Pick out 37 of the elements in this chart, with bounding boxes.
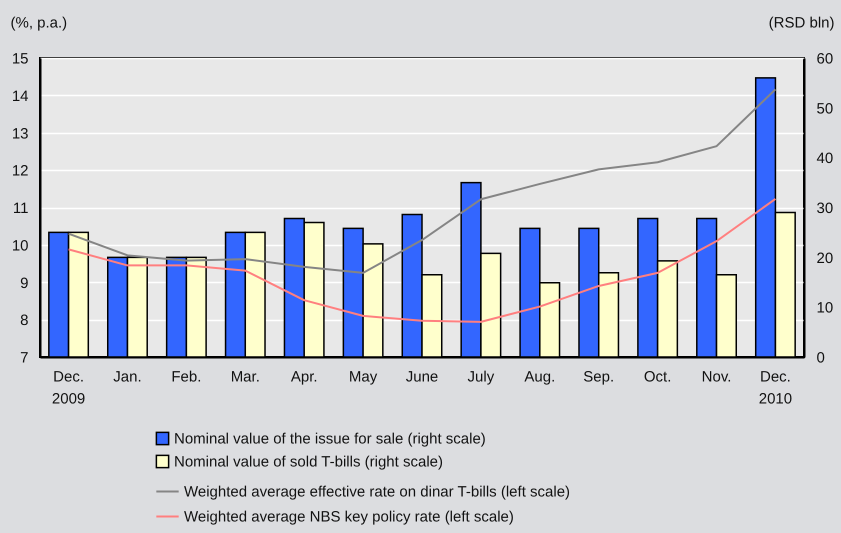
y2-tick-label: 10 <box>816 300 834 317</box>
y2-tick-label: 30 <box>816 200 834 217</box>
line-series <box>68 198 776 323</box>
x-tick-label: Apr. <box>290 368 318 386</box>
y-tick-label: 11 <box>12 200 28 217</box>
y-tick-label: 10 <box>12 237 28 254</box>
y2-tick-label: 0 <box>816 350 825 366</box>
x-tick-label: Aug. <box>524 368 556 386</box>
legend-label: Nominal value of the issue for sale (right scale) <box>174 430 486 448</box>
y-tick-label: 9 <box>20 274 28 292</box>
x-tick-label: May <box>348 368 378 386</box>
y-tick-label: 12 <box>12 162 28 180</box>
x-tick-label: Mar. <box>230 368 260 386</box>
x-tick-label: June <box>406 368 438 386</box>
y2-tick-label: 50 <box>816 100 834 118</box>
y-tick-label: 15 <box>12 50 28 68</box>
x-tick-label: Jan. <box>113 368 142 386</box>
y-tick-label: 8 <box>20 312 28 330</box>
y2-tick-label: 40 <box>816 150 834 168</box>
x-tick-label: Nov. <box>702 368 732 386</box>
y-axis-title: (%, p.a.) <box>10 14 68 32</box>
x-tick-label: Dec. 2009 <box>52 368 86 408</box>
line-series <box>68 88 776 274</box>
y2-tick-label: 60 <box>816 50 834 68</box>
x-tick-label: Dec. 2010 <box>758 368 792 408</box>
legend-label: Weighted average effective rate on dinar T-bills (left scale) <box>184 484 570 500</box>
x-tick-label: Sep. <box>583 368 614 386</box>
y-tick-label: 7 <box>20 350 28 366</box>
y-tick-label: 14 <box>12 88 28 105</box>
x-tick-label: Oct. <box>644 368 672 386</box>
x-tick-label: Feb. <box>171 368 202 386</box>
legend-label: Nominal value of sold T-bills (right scale) <box>174 454 443 470</box>
y-tick-label: 13 <box>12 125 28 142</box>
y2-axis-title: (RSD bln) <box>768 14 834 32</box>
x-tick-label: July <box>468 368 495 386</box>
legend-label: Weighted average NBS key policy rate (left scale) <box>184 508 514 526</box>
y2-tick-label: 20 <box>816 250 834 267</box>
